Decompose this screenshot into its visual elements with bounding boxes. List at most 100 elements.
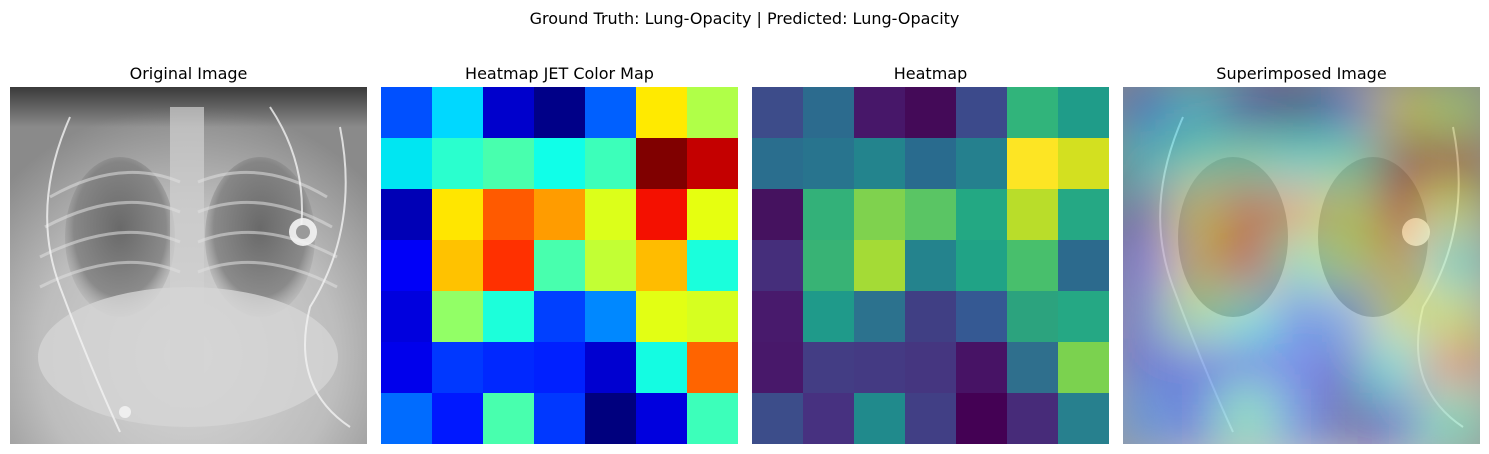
viridis-cell <box>905 87 957 139</box>
superimposed-image <box>1123 87 1480 444</box>
viridis-cell <box>956 189 1008 241</box>
viridis-cell <box>1058 138 1109 190</box>
viridis-cell <box>956 393 1008 444</box>
viridis-cell <box>854 291 906 343</box>
overlay-cell <box>1123 338 1178 397</box>
overlay-cell <box>1123 389 1178 444</box>
viridis-cell <box>956 291 1008 343</box>
viridis-cell <box>1007 393 1059 444</box>
overlay-cell <box>1123 87 1178 142</box>
viridis-cell <box>905 342 957 394</box>
jet-cell <box>687 189 738 241</box>
viridis-cell <box>854 393 906 444</box>
viridis-cell <box>1058 342 1109 394</box>
overlay-cell <box>1323 236 1382 295</box>
viridis-cell <box>956 138 1008 190</box>
panel-title-heatmap: Heatmap <box>893 64 968 83</box>
jet-cell <box>687 342 738 394</box>
jet-cell <box>585 393 637 444</box>
overlay-cell <box>1123 185 1178 244</box>
overlay-cell <box>1272 87 1331 142</box>
jet-cell <box>534 342 586 394</box>
overlay-cell <box>1374 185 1433 244</box>
overlay-cell <box>1272 185 1331 244</box>
jet-cell <box>636 138 688 190</box>
overlay-cell <box>1425 185 1480 244</box>
overlay-cell <box>1323 338 1382 397</box>
jet-cell <box>381 291 433 343</box>
viridis-cell <box>803 342 855 394</box>
overlay-cell <box>1374 236 1433 295</box>
jet-cell <box>585 240 637 292</box>
overlay-cell <box>1323 87 1382 142</box>
overlay-cell <box>1221 236 1280 295</box>
overlay-cell <box>1374 287 1433 346</box>
jet-cell <box>636 393 688 444</box>
overlay-cell <box>1221 185 1280 244</box>
viridis-cell <box>905 291 957 343</box>
overlay-cell <box>1221 338 1280 397</box>
overlay-cell <box>1221 87 1280 142</box>
viridis-cell <box>1058 393 1109 444</box>
panel-title-superimposed: Superimposed Image <box>1216 64 1387 83</box>
xray-illustration <box>10 87 367 444</box>
jet-cell <box>432 138 484 190</box>
original-xray-image <box>10 87 367 444</box>
jet-cell <box>585 189 637 241</box>
jet-cell <box>483 291 535 343</box>
superimposed-illustration <box>1123 87 1480 444</box>
jet-cell <box>381 189 433 241</box>
overlay-cell <box>1374 87 1433 142</box>
overlay-cell <box>1425 236 1480 295</box>
viridis-cell <box>803 291 855 343</box>
jet-cell <box>534 138 586 190</box>
overlay-cell <box>1170 134 1229 193</box>
viridis-cell <box>956 87 1008 139</box>
jet-cell <box>687 291 738 343</box>
jet-cell <box>381 87 433 139</box>
viridis-cell <box>803 87 855 139</box>
viridis-cell <box>752 87 804 139</box>
viridis-cell <box>803 138 855 190</box>
jet-cell <box>636 342 688 394</box>
figure-suptitle: Ground Truth: Lung-Opacity | Predicted: … <box>529 9 960 28</box>
jet-cell <box>381 240 433 292</box>
jet-cell <box>483 240 535 292</box>
viridis-cell <box>854 87 906 139</box>
jet-cell <box>534 393 586 444</box>
overlay-cell <box>1323 287 1382 346</box>
jet-cell <box>483 393 535 444</box>
viridis-cell <box>854 138 906 190</box>
jet-cell <box>534 87 586 139</box>
overlay-cell <box>1425 87 1480 142</box>
viridis-cell <box>956 240 1008 292</box>
viridis-cell <box>752 189 804 241</box>
jet-cell <box>585 291 637 343</box>
jet-cell <box>534 240 586 292</box>
overlay-cell <box>1123 134 1178 193</box>
viridis-cell <box>905 393 957 444</box>
viridis-heatmap <box>752 87 1109 444</box>
viridis-cell <box>854 189 906 241</box>
viridis-cell <box>752 240 804 292</box>
overlay-cell <box>1123 287 1178 346</box>
overlay-cell <box>1425 287 1480 346</box>
viridis-cell <box>803 393 855 444</box>
viridis-heatmap-grid <box>752 87 1109 444</box>
jet-cell <box>585 138 637 190</box>
jet-cell <box>687 393 738 444</box>
overlay-cell <box>1323 185 1382 244</box>
viridis-cell <box>1007 87 1059 139</box>
viridis-cell <box>752 342 804 394</box>
overlay-cell <box>1323 389 1382 444</box>
viridis-cell <box>854 240 906 292</box>
jet-cell <box>636 291 688 343</box>
jet-cell <box>636 189 688 241</box>
overlay-cell <box>1170 389 1229 444</box>
jet-cell <box>432 87 484 139</box>
viridis-cell <box>905 138 957 190</box>
overlay-cell <box>1425 134 1480 193</box>
overlay-cell <box>1272 389 1331 444</box>
jet-cell <box>432 189 484 241</box>
viridis-cell <box>1058 189 1109 241</box>
